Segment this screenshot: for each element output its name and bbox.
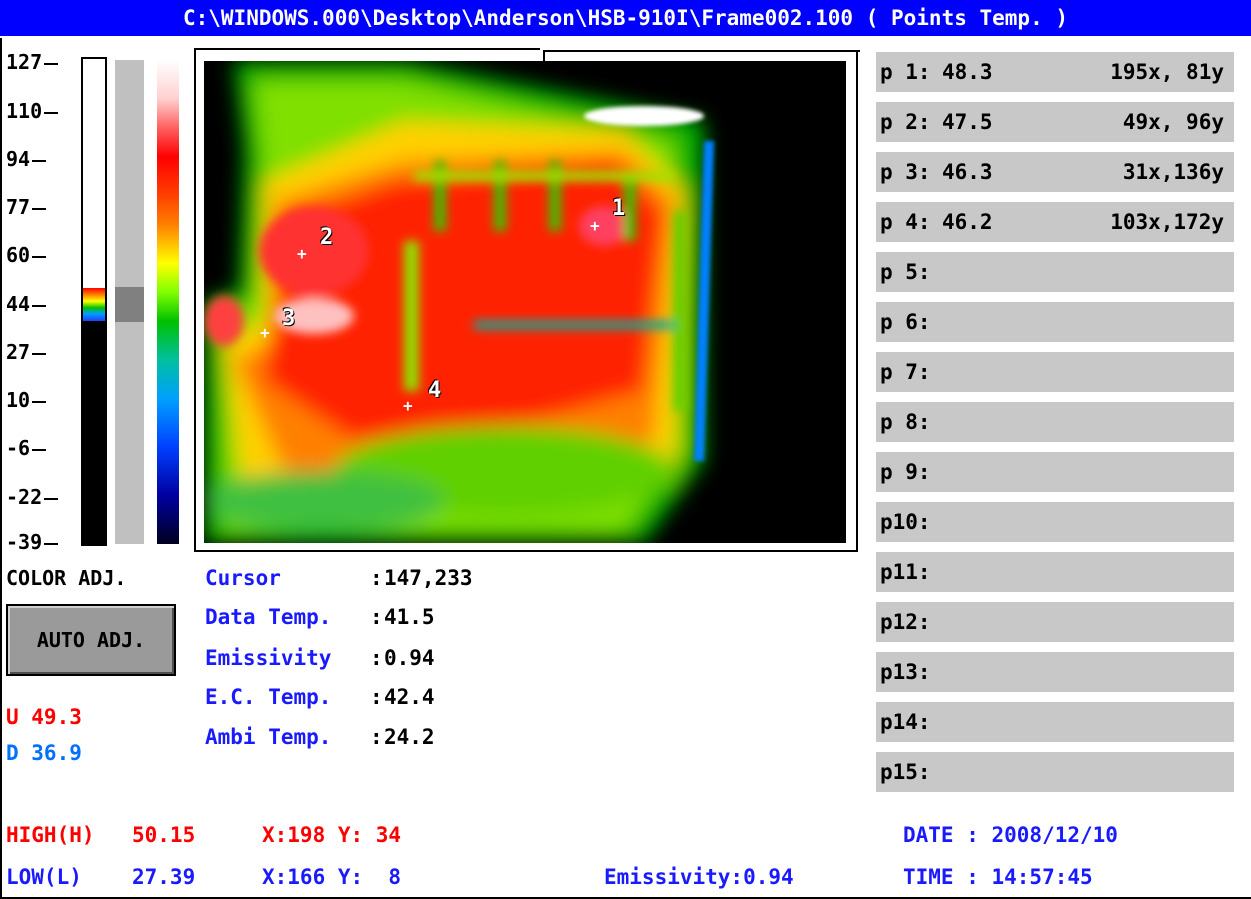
low-label: LOW(L) <box>6 865 82 889</box>
status-date: DATE : 2008/12/10 <box>903 823 1118 847</box>
point-row[interactable]: p14: <box>876 702 1234 742</box>
point-label: p 1: <box>880 60 931 84</box>
point-row[interactable]: p11: <box>876 552 1234 592</box>
scale-tick: -22 <box>6 485 66 509</box>
point-row[interactable]: p12: <box>876 602 1234 642</box>
point-row[interactable]: p 2: 47.5 49x, 96y <box>876 102 1234 142</box>
range-slider-handle[interactable] <box>115 287 144 322</box>
point-label: p 6: <box>880 310 931 334</box>
emissivity-value: 0.94 <box>384 646 435 670</box>
point-label: p 7: <box>880 360 931 384</box>
scale-tick: 60 <box>6 243 66 267</box>
high-label: HIGH(H) <box>6 823 95 847</box>
ambi-temp-label: Ambi Temp. <box>205 725 332 749</box>
marker-cross: + <box>590 216 600 235</box>
point-xy: 195x, 81y <box>1110 60 1224 84</box>
marker-label: 1 <box>612 196 626 221</box>
point-label: p 4: <box>880 210 931 234</box>
ec-temp-label: E.C. Temp. <box>205 685 332 709</box>
scale-tick: 127 <box>6 50 66 74</box>
range-bar-band <box>83 288 105 321</box>
point-row[interactable]: p15: <box>876 752 1234 792</box>
point-row[interactable]: p 4: 46.2 103x,172y <box>876 202 1234 242</box>
thermal-image[interactable]: + + + + <box>204 61 846 543</box>
high-xy: X:198 Y: 34 <box>262 823 402 847</box>
scale-tick: 10 <box>6 388 66 412</box>
point-label: p12: <box>880 610 931 634</box>
marker-label: 4 <box>428 378 442 403</box>
separator: : <box>370 566 383 590</box>
scale-tick: -6 <box>6 436 66 460</box>
color-palette-bar <box>157 60 179 544</box>
point-xy: 103x,172y <box>1110 210 1224 234</box>
range-bar-fill <box>83 320 105 544</box>
low-value: 27.39 <box>132 865 196 889</box>
frame-border <box>0 38 2 898</box>
point-label: p 9: <box>880 460 931 484</box>
scale-tick: 94 <box>6 147 66 171</box>
point-label: p13: <box>880 660 931 684</box>
marker-label: 2 <box>320 225 334 250</box>
point-row[interactable]: p 6: <box>876 302 1234 342</box>
low-xy: X:166 Y: 8 <box>262 865 402 889</box>
frame-border <box>0 897 1251 899</box>
point-row[interactable]: p 1: 48.3 195x, 81y <box>876 52 1234 92</box>
window-title: C:\WINDOWS.000\Desktop\Anderson\HSB-910I… <box>0 0 1251 36</box>
status-emissivity: Emissivity:0.94 <box>604 865 794 889</box>
ec-temp-value: 42.4 <box>384 685 435 709</box>
point-label: p 2: <box>880 110 931 134</box>
point-row[interactable]: p 3: 46.3 31x,136y <box>876 152 1234 192</box>
point-row[interactable]: p 9: <box>876 452 1234 492</box>
color-adj-label: COLOR ADJ. <box>6 566 127 590</box>
cursor-value: 147,233 <box>384 566 473 590</box>
point-row[interactable]: p 7: <box>876 352 1234 392</box>
point-label: p 5: <box>880 260 931 284</box>
point-row[interactable]: p10: <box>876 502 1234 542</box>
marker-cross: + <box>403 396 413 415</box>
marker-cross: + <box>260 323 270 342</box>
point-temp: 46.3 <box>942 160 993 184</box>
upper-value: U 49.3 <box>6 705 82 729</box>
point-label: p 3: <box>880 160 931 184</box>
point-label: p10: <box>880 510 931 534</box>
lower-value: D 36.9 <box>6 741 82 765</box>
point-label: p15: <box>880 760 931 784</box>
scale-tick: 27 <box>6 340 66 364</box>
ambi-temp-value: 24.2 <box>384 725 435 749</box>
emissivity-label: Emissivity <box>205 646 332 670</box>
separator: : <box>370 605 383 629</box>
point-row[interactable]: p13: <box>876 652 1234 692</box>
separator: : <box>370 725 383 749</box>
scale-tick: -39 <box>6 530 66 554</box>
scale-tick: 77 <box>6 195 66 219</box>
point-label: p 8: <box>880 410 931 434</box>
point-row[interactable]: p 5: <box>876 252 1234 292</box>
point-temp: 47.5 <box>942 110 993 134</box>
marker-cross: + <box>297 244 307 263</box>
status-time: TIME : 14:57:45 <box>903 865 1093 889</box>
high-value: 50.15 <box>132 823 196 847</box>
scale-tick: 44 <box>6 292 66 316</box>
separator: : <box>370 685 383 709</box>
point-temp: 46.2 <box>942 210 993 234</box>
point-xy: 31x,136y <box>1122 160 1224 184</box>
scale-tick: 110 <box>6 99 66 123</box>
auto-adj-button[interactable]: AUTO ADJ. <box>6 604 176 676</box>
data-temp-value: 41.5 <box>384 605 435 629</box>
marker-label: 3 <box>282 306 296 331</box>
separator: : <box>370 646 383 670</box>
point-xy: 49x, 96y <box>1122 110 1224 134</box>
point-temp: 48.3 <box>942 60 993 84</box>
point-label: p14: <box>880 710 931 734</box>
data-temp-label: Data Temp. <box>205 605 332 629</box>
cursor-label: Cursor <box>205 566 281 590</box>
point-label: p11: <box>880 560 931 584</box>
point-row[interactable]: p 8: <box>876 402 1234 442</box>
